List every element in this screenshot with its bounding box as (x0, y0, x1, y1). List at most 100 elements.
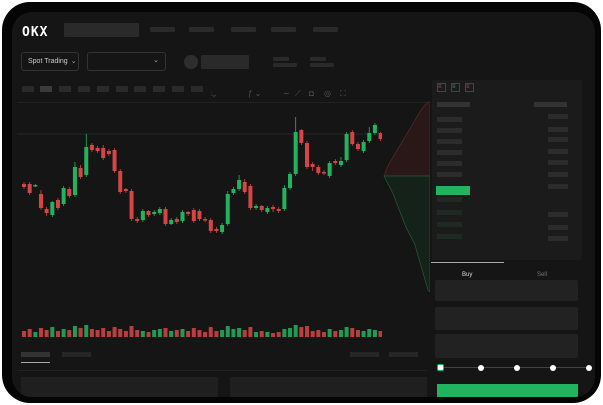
tab-sell[interactable]: Sell (537, 272, 548, 278)
search-bar[interactable] (64, 23, 139, 37)
candle-body (163, 209, 168, 224)
buy-button[interactable] (437, 384, 578, 397)
both-sides-icon[interactable]: ≡ (437, 83, 446, 92)
timeframe-button[interactable] (116, 86, 128, 92)
pair-selector[interactable]: ⌄ (87, 52, 166, 71)
volume-bar (180, 329, 185, 337)
order-book-price (437, 222, 462, 227)
timeframe-button[interactable] (78, 86, 90, 92)
candle-body (27, 184, 32, 193)
total-input[interactable] (435, 334, 578, 358)
nav-item[interactable] (189, 27, 214, 32)
amount-input[interactable] (435, 307, 578, 330)
volume-bar (72, 326, 77, 337)
candle-body (344, 134, 349, 160)
coin-avatar (184, 55, 198, 69)
order-book-size (548, 160, 568, 165)
nav-item[interactable] (271, 27, 296, 32)
slider-step-75[interactable] (550, 365, 556, 371)
volume-bar (112, 327, 117, 337)
candle-body (191, 210, 196, 221)
volume-bar (282, 329, 287, 337)
volume-bar (316, 330, 321, 337)
candle-body (89, 145, 94, 150)
timeframe-button[interactable] (97, 86, 109, 92)
timeframe-button[interactable] (134, 86, 146, 92)
asks-only-icon[interactable]: ≡ (465, 83, 474, 92)
candle-body (265, 208, 270, 212)
filter-button[interactable] (389, 352, 418, 357)
candle-body (55, 200, 60, 208)
bids-only-icon[interactable]: ≡ (451, 83, 460, 92)
candle-body (231, 189, 236, 193)
volume-bar (135, 330, 140, 337)
volume-bar (84, 325, 89, 337)
market-selector[interactable]: Spot Trading ⌄ (21, 52, 79, 71)
volume-bar (367, 329, 372, 337)
active-tab-indicator (21, 362, 50, 363)
candle-body (248, 186, 253, 208)
candle-body (140, 211, 145, 220)
indicator-icon[interactable]: ƒ ⌄ (248, 89, 262, 98)
timeframe-button[interactable] (172, 86, 184, 92)
camera-icon[interactable]: ◘ (309, 89, 314, 98)
depth-chart (383, 101, 430, 292)
candle-body (242, 182, 247, 192)
timeframe-button[interactable] (22, 86, 34, 92)
volume-bar (344, 327, 349, 337)
timeframe-button[interactable] (191, 86, 203, 92)
candle-body (174, 219, 179, 222)
price-input[interactable] (435, 280, 578, 301)
okx-logo[interactable]: OKX (22, 25, 49, 40)
volume-bar (361, 331, 366, 337)
order-book-price (437, 197, 462, 202)
candle-type-icon[interactable]: ⫶⌄ (210, 89, 217, 98)
order-book-size (534, 102, 567, 107)
chevron-down-icon: ⌄ (153, 57, 159, 64)
filter-button[interactable] (350, 352, 379, 357)
volume-bar (237, 328, 242, 337)
volume-bar (140, 331, 145, 337)
tab-buy[interactable]: Buy (462, 272, 473, 278)
candle-body (169, 220, 174, 224)
slider-step-25[interactable] (478, 365, 484, 371)
candle-body (208, 220, 213, 231)
slider-step-50[interactable] (514, 365, 520, 371)
volume-bar (378, 331, 382, 337)
order-book-size (548, 184, 568, 189)
candle-body (38, 194, 43, 208)
timeframe-button[interactable] (153, 86, 165, 92)
nav-item[interactable] (313, 27, 338, 32)
volume-bar (208, 327, 213, 337)
volume-bar (242, 330, 247, 337)
last-price-highlight (436, 186, 470, 195)
volume-bar (259, 331, 264, 337)
fullscreen-icon[interactable]: ⛶ (340, 89, 346, 98)
slider-step-100[interactable] (586, 365, 592, 371)
chevron-down-icon: ⌄ (70, 58, 77, 65)
order-book-price (437, 150, 462, 155)
volume-bar (101, 328, 106, 337)
order-book-size (548, 236, 568, 241)
timeframe-button[interactable] (40, 86, 52, 92)
candlestick-chart[interactable] (17, 97, 382, 337)
volume-bar (321, 332, 326, 337)
nav-item[interactable] (150, 27, 175, 32)
candle-body (338, 161, 343, 165)
ruler-icon[interactable]: ⟋ (295, 89, 301, 98)
volume-bar (231, 329, 236, 337)
line-tool-icon[interactable]: ∼ (283, 89, 290, 98)
candle-body (78, 168, 83, 177)
stat-label (310, 57, 326, 61)
volume-bar (157, 329, 162, 337)
volume-bar (350, 328, 355, 337)
candle-body (225, 194, 230, 224)
timeframe-button[interactable] (59, 86, 71, 92)
tab-open-orders[interactable] (21, 352, 50, 357)
tab-order-history[interactable] (62, 352, 91, 357)
nav-item[interactable] (231, 27, 256, 32)
slider-handle[interactable] (437, 364, 444, 371)
order-book-size (548, 172, 568, 177)
settings-icon[interactable]: ◎ (324, 89, 331, 98)
